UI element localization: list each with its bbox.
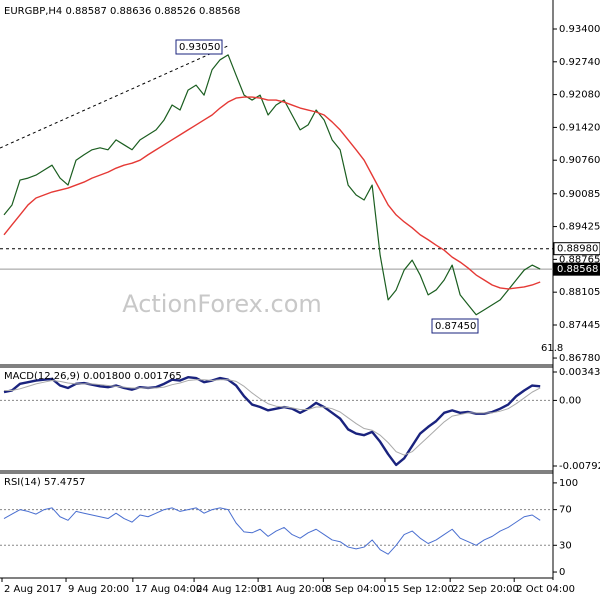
y-tick-label: 0.93400 (559, 24, 600, 35)
y-tick-label: 0.92080 (559, 90, 600, 101)
watermark: ActionForex.com (122, 290, 322, 318)
panel-title: MACD(12,26,9) 0.001800 0.001765 (4, 371, 182, 382)
series-line (3, 96, 541, 290)
x-tick-label: 17 Aug 04:00 (135, 584, 202, 595)
annotation-box (431, 318, 479, 334)
y-tick-label: 0.88105 (559, 287, 600, 298)
y-tick-label: 0 (559, 567, 565, 578)
y-tick-label: 0.92740 (559, 57, 600, 68)
y-tick-label: -0.007925 (559, 461, 600, 472)
trend-line (0, 44, 231, 149)
y-tick-label: 0.90760 (559, 155, 600, 166)
y-tick-label: 0.003432 (559, 367, 600, 378)
y-tick-label: 0.90085 (559, 189, 600, 200)
y-tick-label: 0.87445 (559, 320, 600, 331)
price-label: 0.88980 (557, 244, 598, 255)
y-tick-label: 0.00 (559, 395, 581, 406)
annotation: 0.93050 (179, 42, 220, 53)
annotation-box (175, 39, 223, 55)
x-tick-label: 31 Aug 20:00 (260, 584, 327, 595)
series-line (4, 379, 541, 456)
y-tick-label: 0.89425 (559, 222, 600, 233)
x-tick-label: 24 Aug 12:00 (196, 584, 263, 595)
y-tick-label: 30 (559, 540, 572, 551)
price-label-box (553, 262, 600, 276)
series-line (3, 376, 541, 467)
x-tick-label: 8 Sep 04:00 (325, 584, 385, 595)
y-tick-label: 0.91420 (559, 122, 600, 133)
x-tick-label: 22 Sep 20:00 (452, 584, 519, 595)
series-line (3, 54, 541, 316)
y-tick-label: 0.86780 (559, 353, 600, 364)
x-tick-label: 9 Aug 20:00 (68, 584, 129, 595)
x-tick-label: 2 Aug 2017 (4, 584, 62, 595)
y-tick-label: 0.88765 (559, 254, 600, 265)
x-tick-label: 15 Sep 12:00 (387, 584, 454, 595)
y-tick-label: 100 (559, 478, 578, 489)
panel-title: EURGBP,H4 0.88587 0.88636 0.88526 0.8856… (4, 6, 240, 17)
price-label-box (553, 242, 600, 256)
annotation: 61.8 (541, 343, 563, 354)
panel-title: RSI(14) 57.4757 (4, 477, 85, 488)
price-label: 0.88568 (557, 264, 598, 275)
annotation: 0.87450 (435, 321, 476, 332)
series-line (3, 507, 541, 555)
x-tick-label: 2 Oct 04:00 (516, 584, 575, 595)
y-tick-label: 70 (559, 505, 572, 516)
